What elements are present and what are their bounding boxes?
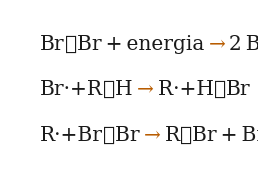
- Text: Br + Br·: Br + Br·: [192, 126, 258, 145]
- Text: ∶: ∶: [180, 126, 192, 145]
- Text: →: →: [208, 35, 225, 54]
- Text: Br: Br: [115, 126, 144, 145]
- Text: Br: Br: [40, 35, 65, 54]
- Text: R·+Br: R·+Br: [40, 126, 103, 145]
- Text: R·+H: R·+H: [154, 80, 214, 99]
- Text: Br·+R: Br·+R: [40, 80, 103, 99]
- Text: ∶: ∶: [103, 80, 115, 99]
- Text: ∶: ∶: [103, 126, 115, 145]
- Text: H: H: [115, 80, 137, 99]
- Text: ∶: ∶: [214, 80, 226, 99]
- Text: Br: Br: [226, 80, 251, 99]
- Text: R: R: [161, 126, 180, 145]
- Text: ∶: ∶: [65, 35, 77, 54]
- Text: Br + energia: Br + energia: [77, 35, 208, 54]
- Text: →: →: [144, 126, 161, 145]
- Text: 2 Br·: 2 Br·: [225, 35, 258, 54]
- Text: →: →: [137, 80, 154, 99]
